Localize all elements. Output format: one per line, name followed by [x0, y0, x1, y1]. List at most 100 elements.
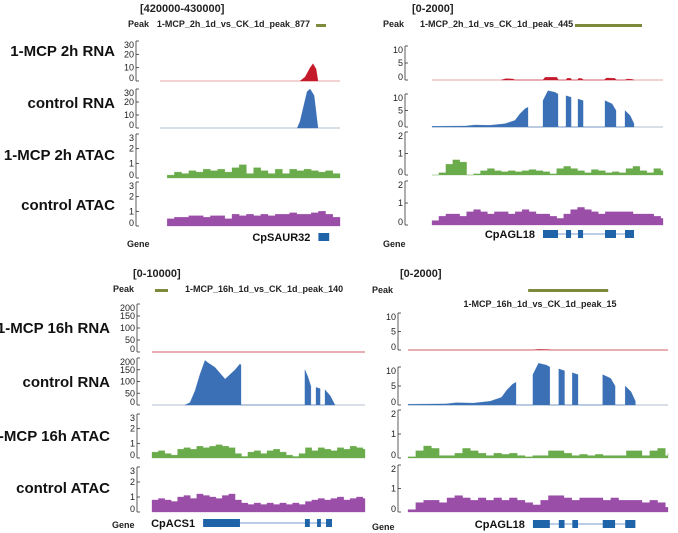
y-tick-label: 0	[129, 170, 134, 180]
coverage-area	[184, 360, 336, 406]
y-tick-label: 2	[398, 180, 403, 190]
exon	[542, 230, 559, 238]
row-label: control ATAC	[21, 197, 115, 214]
coverage-area	[431, 207, 664, 226]
y-tick-label: 0	[398, 217, 403, 227]
exon	[605, 230, 616, 238]
exon	[203, 519, 240, 527]
y-tick-label: 2	[129, 192, 134, 202]
coverage-area	[432, 159, 664, 176]
exon	[577, 230, 584, 238]
y-tick-label: 2	[130, 424, 135, 434]
gene-model	[542, 230, 635, 238]
y-tick-label: 0	[130, 397, 135, 407]
peak-bar	[154, 289, 168, 292]
coverage-area	[407, 363, 636, 406]
y-tick-label: 0	[130, 504, 135, 514]
y-tick-label: 0	[391, 504, 396, 514]
gene-model	[532, 520, 636, 528]
y-tick-label: 0	[391, 450, 396, 460]
y-tick-label: 2	[130, 477, 135, 487]
track-rna_control: 0 5 10	[386, 363, 668, 407]
track-atac_control: 0 1 23	[129, 181, 341, 228]
y-tick-label: 1	[130, 438, 135, 448]
y-tick-label: 0	[130, 450, 135, 460]
peak-track-label: Peak	[113, 284, 135, 294]
coverage-area	[501, 77, 635, 81]
range-label: [0-2000]	[412, 3, 454, 15]
coverage-area	[407, 445, 669, 459]
y-tick-label: 5	[398, 106, 403, 116]
y-tick-label: 1	[129, 206, 134, 216]
gene-model	[203, 519, 332, 527]
y-tick-label: 1	[398, 198, 403, 208]
y-tick-label: 20	[124, 97, 134, 107]
y-tick-label: 5	[391, 381, 396, 391]
y-tick-label: 30	[124, 88, 134, 98]
coverage-area	[151, 493, 366, 513]
y-tick-label: 1	[391, 484, 396, 494]
peak-name: 1-MCP_16h_1d_vs_CK_1d_peak_140	[185, 284, 343, 294]
panel-2: [0-2000] Peak 1-MCP_2h_1d_vs_CK_1d_peak_44…	[383, 3, 664, 249]
panel-3: [0-10000] Peak 1-MCP_16h_1d_vs_CK_1d_peak_…	[0, 268, 366, 530]
exon	[304, 519, 310, 527]
y-tick-label: 5	[391, 327, 396, 337]
exon	[317, 519, 321, 527]
exon	[532, 520, 550, 528]
y-tick-label: 0	[391, 342, 396, 352]
peak-bar	[574, 24, 642, 27]
y-tick-label: 3	[130, 466, 135, 476]
y-tick-label: 30	[124, 40, 134, 50]
y-tick-label: 50	[125, 335, 135, 345]
y-tick-label: 5	[398, 58, 403, 68]
y-tick-label: 100	[120, 323, 135, 333]
y-tick-label: 10	[386, 366, 396, 376]
coverage-area	[167, 211, 341, 227]
y-tick-label: 1	[129, 158, 134, 168]
gene-model	[318, 233, 330, 241]
y-tick-label: 10	[393, 93, 403, 103]
y-tick-label: 3	[129, 133, 134, 143]
row-label: control RNA	[28, 95, 116, 112]
range-label: [0-2000]	[400, 268, 442, 280]
exon	[326, 519, 332, 527]
row-label: 1-MCP 16h RNA	[0, 320, 110, 337]
exon	[318, 233, 330, 241]
coverage-area	[167, 164, 341, 179]
y-tick-label: 1	[391, 429, 396, 439]
y-tick-label: 2	[398, 131, 403, 141]
peak-name: 1-MCP_2h_1d_vs_CK_1d_peak_445	[420, 19, 573, 29]
y-tick-label: 50	[125, 388, 135, 398]
panel-4: [0-2000] Peak 1-MCP_16h_1d_vs_CK_1d_peak_1…	[372, 268, 669, 532]
y-tick-label: 200	[120, 357, 135, 367]
gene-track-label: Gene	[112, 520, 135, 530]
gene-name: CpAGL18	[475, 519, 525, 531]
peak-track-label: Peak	[383, 19, 405, 29]
track-rna_treat: 0 5 10	[393, 45, 663, 82]
exon	[565, 230, 572, 238]
y-tick-label: 0	[391, 397, 396, 407]
track-atac_control: 0 1 23	[130, 466, 366, 514]
track-atac_control: 0 1 2	[391, 464, 669, 514]
track-atac_treat: 0 1 23	[129, 133, 341, 180]
row-label: 1-MCP 16h ATAC	[0, 428, 110, 445]
y-tick-label: 150	[120, 311, 135, 321]
y-tick-label: 3	[129, 181, 134, 191]
row-label: 1-MCP 2h RNA	[10, 43, 115, 60]
peak-name: 1-MCP_16h_1d_vs_CK_1d_peak_15	[463, 299, 616, 309]
gene-name: CpSAUR32	[252, 232, 310, 244]
range-label: [420000-430000]	[140, 3, 225, 15]
y-tick-label: 150	[120, 365, 135, 375]
track-rna_control: 0 5 10	[393, 90, 663, 129]
y-tick-label: 0	[398, 72, 403, 82]
row-label: 1-MCP 2h ATAC	[4, 147, 115, 164]
y-tick-label: 1	[130, 492, 135, 502]
panel-1: [420000-430000] Peak 1-MCP_2h_1d_vs_CK_1d_…	[4, 3, 341, 249]
y-tick-label: 0	[130, 344, 135, 354]
y-tick-label: 20	[124, 49, 134, 59]
y-tick-label: 0	[129, 218, 134, 228]
